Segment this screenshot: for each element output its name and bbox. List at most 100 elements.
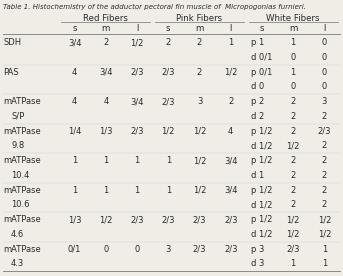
Text: 4.3: 4.3 (11, 259, 24, 269)
Text: 1: 1 (228, 38, 233, 47)
Text: 4: 4 (72, 68, 77, 77)
Text: d 1/2: d 1/2 (251, 200, 272, 209)
Text: 0: 0 (322, 68, 327, 77)
Text: 1/2: 1/2 (224, 68, 237, 77)
Text: 0: 0 (322, 38, 327, 47)
Text: 1: 1 (72, 156, 77, 165)
Text: 2/3: 2/3 (318, 127, 331, 136)
Text: p 2: p 2 (251, 97, 264, 106)
Text: 1: 1 (322, 259, 327, 269)
Text: mATPase: mATPase (3, 215, 41, 224)
Text: 2/3: 2/3 (130, 68, 144, 77)
Text: 2/3: 2/3 (193, 215, 206, 224)
Text: p 1/2: p 1/2 (251, 156, 272, 165)
Text: 2: 2 (322, 142, 327, 150)
Text: d 1: d 1 (251, 171, 264, 180)
Text: 1: 1 (72, 186, 77, 195)
Text: 1/2: 1/2 (130, 38, 144, 47)
Text: s: s (260, 24, 264, 33)
Text: l: l (229, 24, 232, 33)
Text: 2/3: 2/3 (193, 245, 206, 254)
Text: l: l (323, 24, 326, 33)
Text: p 0/1: p 0/1 (251, 68, 272, 77)
Text: 4: 4 (72, 97, 77, 106)
Text: SDH: SDH (3, 38, 21, 47)
Text: m: m (195, 24, 204, 33)
Text: 4.6: 4.6 (11, 230, 24, 239)
Text: p 1/2: p 1/2 (251, 127, 272, 136)
Text: 2: 2 (322, 156, 327, 165)
Text: Table 1. Histochemistry of the adductor pectoral fin muscle of  Micropogonias fu: Table 1. Histochemistry of the adductor … (3, 4, 306, 10)
Text: 2: 2 (291, 156, 296, 165)
Text: 4: 4 (103, 97, 108, 106)
Text: 2/3: 2/3 (224, 215, 237, 224)
Text: 1: 1 (291, 38, 296, 47)
Text: White Fibers: White Fibers (267, 14, 320, 23)
Text: d 1/2: d 1/2 (251, 142, 272, 150)
Text: 0/1: 0/1 (68, 245, 81, 254)
Text: 1/2: 1/2 (193, 186, 206, 195)
Text: 2: 2 (103, 38, 108, 47)
Text: 2: 2 (291, 127, 296, 136)
Text: d 3: d 3 (251, 259, 264, 269)
Text: s: s (72, 24, 77, 33)
Text: 1: 1 (291, 259, 296, 269)
Text: 9.8: 9.8 (11, 142, 24, 150)
Text: 2: 2 (197, 38, 202, 47)
Text: p 1: p 1 (251, 38, 264, 47)
Text: 2/3: 2/3 (162, 97, 175, 106)
Text: 2: 2 (166, 38, 171, 47)
Text: PAS: PAS (3, 68, 19, 77)
Text: 2/3: 2/3 (162, 68, 175, 77)
Text: Pink Fibers: Pink Fibers (176, 14, 223, 23)
Text: 1/3: 1/3 (68, 215, 81, 224)
Text: 10.4: 10.4 (11, 171, 29, 180)
Text: 2/3: 2/3 (162, 215, 175, 224)
Text: 1/3: 1/3 (99, 127, 113, 136)
Text: 1: 1 (134, 186, 140, 195)
Text: 3/4: 3/4 (224, 156, 237, 165)
Text: m: m (289, 24, 297, 33)
Text: mATPase: mATPase (3, 245, 41, 254)
Text: 1: 1 (322, 245, 327, 254)
Text: mATPase: mATPase (3, 156, 41, 165)
Text: 1/2: 1/2 (318, 230, 331, 239)
Text: mATPase: mATPase (3, 97, 41, 106)
Text: 1/2: 1/2 (286, 142, 300, 150)
Text: 1/2: 1/2 (99, 215, 113, 224)
Text: 2: 2 (291, 171, 296, 180)
Text: d 2: d 2 (251, 112, 264, 121)
Text: 1/2: 1/2 (286, 215, 300, 224)
Text: 3/4: 3/4 (68, 38, 81, 47)
Text: 2/3: 2/3 (286, 245, 300, 254)
Text: Red Fibers: Red Fibers (83, 14, 128, 23)
Text: 1: 1 (134, 156, 140, 165)
Text: 0: 0 (322, 83, 327, 91)
Text: 3: 3 (166, 245, 171, 254)
Text: d 1/2: d 1/2 (251, 230, 272, 239)
Text: 1/2: 1/2 (286, 230, 300, 239)
Text: p 1/2: p 1/2 (251, 215, 272, 224)
Text: 1: 1 (291, 68, 296, 77)
Text: 2: 2 (322, 171, 327, 180)
Text: 2: 2 (322, 186, 327, 195)
Text: 0: 0 (291, 83, 296, 91)
Text: mATPase: mATPase (3, 186, 41, 195)
Text: S/P: S/P (11, 112, 24, 121)
Text: 1/2: 1/2 (193, 127, 206, 136)
Text: 0: 0 (134, 245, 140, 254)
Text: 2: 2 (322, 200, 327, 209)
Text: 2: 2 (291, 112, 296, 121)
Text: 1/4: 1/4 (68, 127, 81, 136)
Text: 2: 2 (322, 112, 327, 121)
Text: d 0: d 0 (251, 83, 264, 91)
Text: 1: 1 (103, 156, 108, 165)
Text: 2/3: 2/3 (130, 127, 144, 136)
Text: s: s (166, 24, 170, 33)
Text: 2: 2 (291, 97, 296, 106)
Text: l: l (136, 24, 138, 33)
Text: 3/4: 3/4 (224, 186, 237, 195)
Text: 3: 3 (197, 97, 202, 106)
Text: 3/4: 3/4 (99, 68, 113, 77)
Text: 1/2: 1/2 (162, 127, 175, 136)
